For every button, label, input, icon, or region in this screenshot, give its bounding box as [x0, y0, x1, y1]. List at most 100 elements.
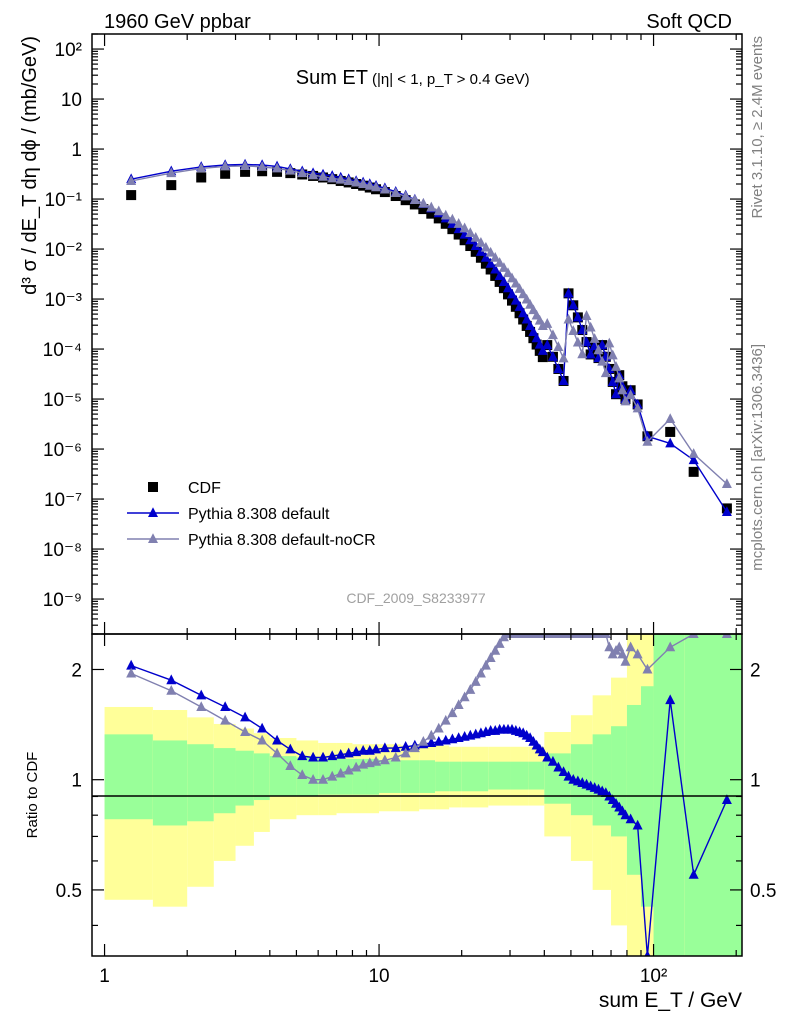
- ratio-point-pythia-8-308-default-nocr: [418, 735, 429, 746]
- mcplots-label: mcplots.cern.ch [arXiv:1306.3436]: [749, 344, 766, 571]
- ratio-point-pythia-8-308-default-nocr: [272, 747, 283, 758]
- ratio-point-pythia-8-308-default-nocr: [475, 667, 486, 678]
- data-point-pythia-8-308-default: [465, 234, 476, 245]
- ratio-point-pythia-8-308-default-nocr: [625, 641, 636, 652]
- ratio-point-pythia-8-308-default: [272, 734, 283, 745]
- data-point-pythia-8-308-default-nocr: [494, 257, 505, 267]
- ratio-band-inner: [461, 761, 489, 792]
- ratio-point-pythia-8-308-default-nocr: [351, 761, 362, 772]
- data-point-pythia-8-308-default-nocr: [503, 267, 514, 278]
- data-point-pythia-8-308-default-nocr: [433, 205, 444, 216]
- data-point-pythia-8-308-default-nocr: [364, 179, 375, 190]
- ratio-point-pythia-8-308-default: [553, 761, 564, 772]
- data-point-pythia-8-308-default: [518, 307, 529, 318]
- ratio-band-inner: [187, 744, 214, 822]
- ratio-point-pythia-8-308-default-nocr: [665, 641, 676, 652]
- ratio-point-pythia-8-308-default-nocr: [318, 773, 329, 784]
- y-tick-label-main: 10: [61, 90, 82, 111]
- data-point-pythia-8-308-default: [537, 345, 548, 355]
- header-right-label: Soft QCD: [646, 11, 732, 33]
- ratio-point-pythia-8-308-default-nocr: [433, 722, 444, 733]
- data-point-pythia-8-308-default-nocr: [577, 348, 588, 359]
- data-point-pythia-8-308-default-nocr: [400, 190, 411, 201]
- data-point-pythia-8-308-default: [480, 251, 491, 262]
- data-point-pythia-8-308-default: [585, 348, 596, 359]
- y-tick-label-main: 10⁻⁸: [43, 540, 82, 561]
- data-point-cdf: [494, 276, 505, 287]
- data-point-pythia-8-308-default-nocr: [318, 170, 329, 181]
- data-point-cdf: [528, 333, 539, 344]
- data-point-pythia-8-308-default-nocr: [390, 187, 401, 198]
- data-point-pythia-8-308-default-nocr: [547, 329, 558, 340]
- data-point-pythia-8-308-default-nocr: [480, 241, 491, 252]
- data-point-pythia-8-308-default-nocr: [632, 402, 643, 413]
- ratio-point-pythia-8-308-default-nocr: [453, 699, 464, 709]
- ratio-point-pythia-8-308-default-nocr: [308, 773, 319, 784]
- ratio-point-pythia-8-308-default: [537, 746, 548, 757]
- data-point-pythia-8-308-default-nocr: [665, 413, 676, 423]
- data-point-cdf: [166, 180, 177, 191]
- data-point-pythia-8-308-default-nocr: [327, 172, 338, 183]
- ratio-band-inner: [592, 734, 612, 826]
- x-tick-label: 1: [99, 966, 110, 987]
- data-point-pythia-8-308-default: [572, 311, 583, 322]
- ratio-point-pythia-8-308-default-nocr: [379, 754, 390, 765]
- ratio-band-inner: [152, 740, 188, 826]
- ratio-point-pythia-8-308-default-nocr: [240, 726, 251, 737]
- ratio-point-pythia-8-308-default-nocr: [480, 659, 491, 670]
- ratio-point-pythia-8-308-default-nocr: [494, 638, 505, 648]
- data-point-pythia-8-308-default: [514, 301, 525, 311]
- ratio-point-pythia-8-308-default: [358, 744, 369, 755]
- ratio-point-pythia-8-308-default: [371, 743, 382, 754]
- data-point-pythia-8-308-default: [721, 506, 732, 517]
- data-point-cdf: [480, 258, 491, 269]
- data-point-pythia-8-308-default: [563, 287, 574, 298]
- ratio-point-pythia-8-308-default: [665, 694, 676, 705]
- ratio-point-pythia-8-308-default: [285, 743, 296, 754]
- data-point-pythia-8-308-default: [547, 351, 558, 361]
- data-point-cdf: [485, 264, 496, 275]
- ratio-band-inner: [318, 758, 337, 795]
- ratio-band-inner: [269, 756, 297, 797]
- legend-marker-cdf: [148, 482, 158, 492]
- data-point-cdf: [503, 289, 514, 300]
- data-point-pythia-8-308-default-nocr: [126, 175, 137, 185]
- ratio-point-pythia-8-308-default: [426, 737, 437, 747]
- data-point-pythia-8-308-default-nocr: [196, 162, 207, 173]
- ratio-point-pythia-8-308-default: [166, 674, 177, 685]
- y-tick-label-ratio-right: 1: [750, 771, 761, 792]
- ratio-point-pythia-8-308-default: [318, 751, 329, 762]
- ratio-band-inner: [366, 758, 380, 795]
- data-point-pythia-8-308-default-nocr: [220, 160, 231, 171]
- ratio-point-pythia-8-308-default-nocr: [400, 747, 411, 758]
- main-y-axis-label: d³ σ / dE_T dη dϕ / (mb/GeV): [19, 36, 41, 295]
- ratio-point-pythia-8-308-default: [563, 770, 574, 781]
- main-plot-title-cuts: (|η| < 1, p_T > 0.4 GeV): [372, 71, 530, 88]
- ratio-point-pythia-8-308-default-nocr: [721, 634, 732, 639]
- legend: CDF Pythia 8.308 default Pythia 8.308 defa…: [127, 480, 376, 549]
- ratio-point-pythia-8-308-default-nocr: [335, 767, 346, 778]
- data-point-pythia-8-308-default-nocr: [604, 337, 615, 348]
- data-point-pythia-8-308-default: [642, 430, 653, 441]
- data-point-pythia-8-308-default-nocr: [563, 313, 574, 324]
- data-point-pythia-8-308-default-nocr: [285, 164, 296, 175]
- data-point-pythia-8-308-default: [568, 299, 579, 310]
- y-tick-label-main: 10⁻¹: [45, 190, 83, 211]
- data-point-cdf: [220, 168, 231, 179]
- data-point-cdf: [240, 166, 251, 177]
- data-point-cdf: [440, 218, 451, 229]
- data-point-pythia-8-308-default: [558, 375, 569, 385]
- y-tick-label-ratio-right: 2: [750, 660, 761, 681]
- data-point-cdf: [506, 295, 517, 306]
- data-point-pythia-8-308-default-nocr: [343, 175, 354, 185]
- data-point-pythia-8-308-default-nocr: [297, 167, 308, 178]
- legend-marker-pythia-8-308-default: [148, 507, 158, 518]
- data-point-pythia-8-308-default-nocr: [358, 178, 369, 189]
- ratio-point-pythia-8-308-default-nocr: [220, 714, 231, 725]
- ratio-point-pythia-8-308-default: [220, 701, 231, 711]
- data-point-pythia-8-308-default-nocr: [572, 336, 583, 347]
- axis-ticks: [92, 33, 742, 956]
- ratio-point-pythia-8-308-default: [297, 750, 308, 761]
- data-point-pythia-8-308-default: [525, 320, 536, 330]
